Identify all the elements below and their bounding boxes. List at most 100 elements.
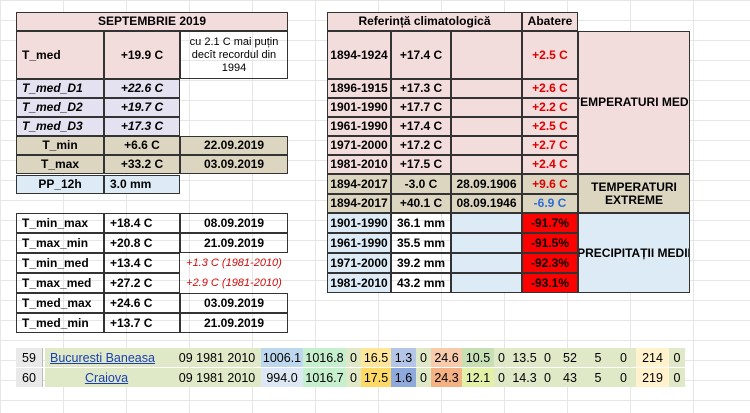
ext-value-3[interactable]: +27.2 C [104, 273, 180, 293]
prec-empty-2[interactable] [451, 253, 522, 273]
station-link[interactable]: Craiova [45, 368, 173, 387]
tmean-cell[interactable]: 16.5 [361, 348, 391, 367]
temp-period-2[interactable]: 1901-1990 [327, 98, 391, 117]
pp-label[interactable]: PP_12h [16, 175, 104, 194]
flag-cell[interactable]: 0 [611, 348, 636, 367]
temp-dev-3[interactable]: +2.5 C [522, 117, 578, 136]
prec-empty-1[interactable] [451, 233, 522, 253]
temp-dev-4[interactable]: +2.7 C [522, 136, 578, 155]
ext-dev-r1[interactable]: -6.9 C [522, 194, 578, 213]
flag-cell[interactable]: 0 [611, 368, 636, 387]
tstd-cell[interactable]: 1.6 [391, 368, 416, 387]
sunshine-cell[interactable]: 214 [636, 348, 669, 367]
ext-label-0[interactable]: T_min_max [16, 213, 104, 233]
ext-period-1[interactable]: 1894-2017 [327, 194, 391, 213]
precip-cell[interactable]: 52 [555, 348, 585, 367]
ext-date-4[interactable]: 03.09.2019 [180, 293, 288, 313]
vapor-cell[interactable]: 13.5 [509, 348, 540, 367]
prec-dev-2[interactable]: -92.3% [522, 253, 578, 273]
tmin-date[interactable]: 22.09.2019 [180, 136, 288, 155]
temp-medii-label[interactable]: TEMPERATURI MEDII [578, 31, 690, 174]
temp-dev-2[interactable]: +2.2 C [522, 98, 578, 117]
flag-cell[interactable]: 0 [494, 368, 509, 387]
tmin-label[interactable]: T_min [16, 136, 104, 155]
temp-empty-4[interactable] [451, 136, 522, 155]
tmax-cell[interactable]: 24.6 [431, 348, 462, 367]
prec-period-3[interactable]: 1981-2010 [327, 273, 391, 293]
tmin-cell[interactable]: 10.5 [462, 348, 494, 367]
temp-value-4[interactable]: +17.2 C [391, 136, 451, 155]
ext-note-2[interactable]: +1.3 C (1981-2010) [186, 256, 282, 269]
tmed-note[interactable]: cu 2.1 C mai puțin decît recordul din 19… [180, 31, 288, 79]
tmin-value[interactable]: +6.6 C [104, 136, 180, 155]
ext-date-r1[interactable]: 08.09.1946 [451, 194, 522, 213]
tmax-cell[interactable]: 24.3 [431, 368, 462, 387]
flag-cell[interactable]: 0 [669, 368, 685, 387]
ext-date-1[interactable]: 21.09.2019 [180, 233, 288, 253]
prec-dev-1[interactable]: -91.5% [522, 233, 578, 253]
temp-empty-5[interactable] [451, 155, 522, 174]
sunshine-cell[interactable]: 219 [636, 368, 669, 387]
pressure-sea-cell[interactable]: 1016.7 [303, 368, 346, 387]
ext-label-3[interactable]: T_max_med [16, 273, 104, 293]
tmed-d2-label[interactable]: T_med_D2 [16, 98, 104, 117]
prec-dev-3[interactable]: -93.1% [522, 273, 578, 293]
temp-dev-1[interactable]: +2.6 C [522, 79, 578, 98]
ext-value-5[interactable]: +13.7 C [104, 313, 180, 333]
flag-cell[interactable]: 0 [669, 348, 685, 367]
tmed-d3-value[interactable]: +17.3 C [104, 117, 180, 136]
tmed-value[interactable]: +19.9 C [104, 31, 180, 79]
prec-period-2[interactable]: 1971-2000 [327, 253, 391, 273]
prec-value-2[interactable]: 39.2 mm [391, 253, 451, 273]
ext-label-1[interactable]: T_max_min [16, 233, 104, 253]
tmax-date[interactable]: 03.09.2019 [180, 155, 288, 174]
tmax-label[interactable]: T_max [16, 155, 104, 174]
period-cell[interactable]: 09 1981 2010 [173, 368, 261, 387]
tmin-cell[interactable]: 12.1 [462, 368, 494, 387]
prec-empty-0[interactable] [451, 213, 522, 233]
temp-value-1[interactable]: +17.3 C [391, 79, 451, 98]
temp-value-3[interactable]: +17.4 C [391, 117, 451, 136]
temp-period-4[interactable]: 1971-2000 [327, 136, 391, 155]
vapor-cell[interactable]: 14.3 [509, 368, 540, 387]
flag-cell[interactable]: 0 [494, 348, 509, 367]
flag-cell[interactable]: 0 [416, 348, 431, 367]
left-title[interactable]: SEPTEMBRIE 2019 [16, 12, 288, 31]
tmed-d1-value[interactable]: +22.6 C [104, 79, 180, 98]
days-cell[interactable]: 5 [585, 348, 611, 367]
ext-date-0[interactable]: 08.09.2019 [180, 213, 288, 233]
temp-empty-2[interactable] [451, 98, 522, 117]
station-name[interactable]: Bucuresti Baneasa [50, 350, 155, 365]
tmed-d1-label[interactable]: T_med_D1 [16, 79, 104, 98]
tmed-label[interactable]: T_med [16, 31, 104, 79]
temp-empty-0[interactable] [451, 31, 522, 79]
flag-cell[interactable]: 0 [346, 368, 361, 387]
ext-date-5[interactable]: 21.09.2019 [180, 313, 288, 333]
flag-cell[interactable]: 0 [416, 368, 431, 387]
temp-dev-0[interactable]: +2.5 C [522, 31, 578, 79]
pressure-sea-cell[interactable]: 1016.8 [303, 348, 346, 367]
station-name[interactable]: Craiova [85, 370, 129, 385]
row-number[interactable]: 59 [16, 348, 43, 367]
period-cell[interactable]: 09 1981 2010 [173, 348, 261, 367]
ext-date-r0[interactable]: 28.09.1906 [451, 174, 522, 194]
temp-period-0[interactable]: 1894-1924 [327, 31, 391, 79]
ext-label-5[interactable]: T_med_min [16, 313, 104, 333]
prec-period-1[interactable]: 1961-1990 [327, 233, 391, 253]
temp-value-5[interactable]: +17.5 C [391, 155, 451, 174]
ext-dev-r0[interactable]: +9.6 C [522, 174, 578, 194]
temp-value-2[interactable]: +17.7 C [391, 98, 451, 117]
prec-medii-label[interactable]: PRECIPITAȚII MEDII [578, 213, 690, 293]
pressure-cell[interactable]: 1006.1 [261, 348, 303, 367]
flag-cell[interactable]: 0 [346, 348, 361, 367]
pressure-cell[interactable]: 994.0 [261, 368, 303, 387]
ext-note-3[interactable]: +2.9 C (1981-2010) [186, 276, 282, 289]
ext-value-2[interactable]: +13.4 C [104, 253, 180, 273]
station-link[interactable]: Bucuresti Baneasa [45, 348, 173, 367]
tmean-cell[interactable]: 17.5 [361, 368, 391, 387]
temp-empty-3[interactable] [451, 117, 522, 136]
temp-dev-5[interactable]: +2.4 C [522, 155, 578, 174]
ext-label-4[interactable]: T_med_max [16, 293, 104, 313]
temp-period-5[interactable]: 1981-2010 [327, 155, 391, 174]
prec-value-0[interactable]: 36.1 mm [391, 213, 451, 233]
